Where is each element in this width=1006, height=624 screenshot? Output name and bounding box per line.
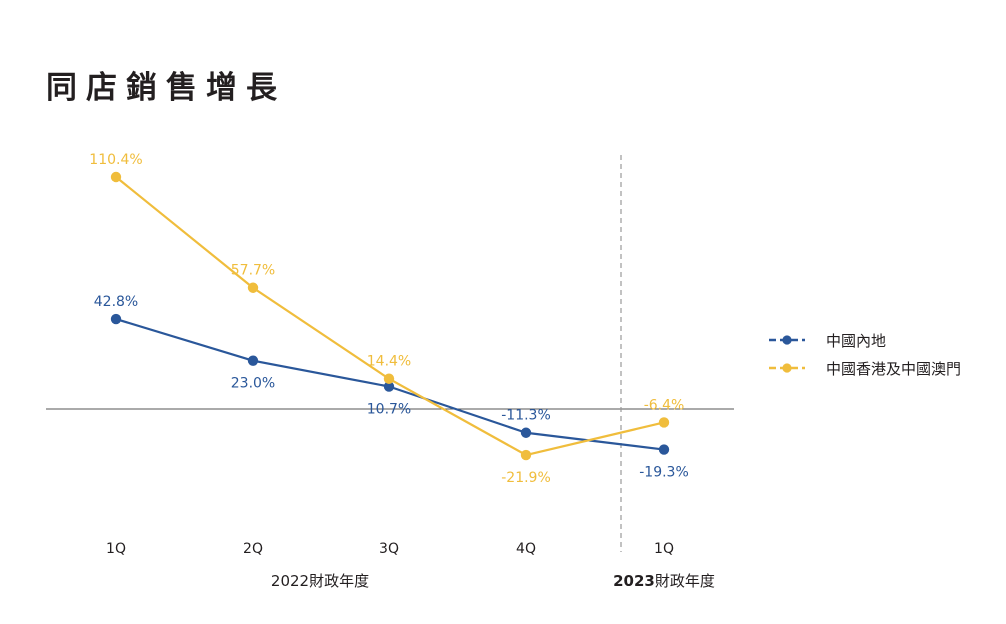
data-point-s0-4 — [658, 444, 670, 455]
legend-swatch-icon — [769, 335, 805, 345]
data-label-s1-0: 110.4% — [89, 152, 142, 168]
legend-item-0: 中國內地 — [768, 326, 961, 354]
data-label-s1-1: 57.7% — [231, 263, 275, 279]
data-label-s0-1: 23.0% — [231, 376, 275, 392]
data-label-s1-4: -6.4% — [644, 397, 685, 413]
x-tick-label-2: 3Q — [379, 541, 399, 557]
data-point-s0-2 — [383, 381, 395, 392]
legend-item-1: 中國香港及中國澳門 — [768, 354, 961, 382]
data-point-s1-2 — [383, 373, 395, 384]
data-point-s1-0 — [110, 171, 122, 183]
data-label-s0-3: -11.3% — [501, 408, 551, 424]
legend-swatch-icon — [769, 363, 805, 373]
data-label-s1-3: -21.9% — [501, 470, 551, 486]
page-title: 同店銷售增長 — [46, 70, 286, 106]
data-label-s1-2: 14.4% — [367, 354, 411, 370]
legend-label-1: 中國香港及中國澳門 — [826, 359, 962, 378]
fiscal-year-label-1: 2023財政年度 — [613, 572, 715, 590]
data-point-s0-0 — [110, 313, 122, 325]
x-tick-label-1: 2Q — [243, 541, 263, 557]
x-tick-label-3: 4Q — [516, 541, 536, 557]
data-label-s0-4: -19.3% — [639, 465, 689, 481]
fiscal-year-label-0: 2022財政年度 — [271, 572, 369, 590]
legend-label-0: 中國內地 — [826, 331, 887, 350]
data-point-s0-3 — [520, 427, 532, 438]
legend: 中國內地中國香港及中國澳門 — [768, 326, 961, 382]
x-tick-label-0: 1Q — [106, 541, 126, 557]
data-point-s1-1 — [247, 282, 259, 293]
data-point-s1-3 — [520, 449, 532, 461]
data-label-s0-2: 10.7% — [367, 402, 411, 418]
data-label-s0-0: 42.8% — [94, 294, 138, 310]
data-point-s0-1 — [247, 355, 259, 366]
data-point-s1-4 — [658, 417, 670, 428]
x-tick-label-4: 1Q — [654, 541, 674, 557]
